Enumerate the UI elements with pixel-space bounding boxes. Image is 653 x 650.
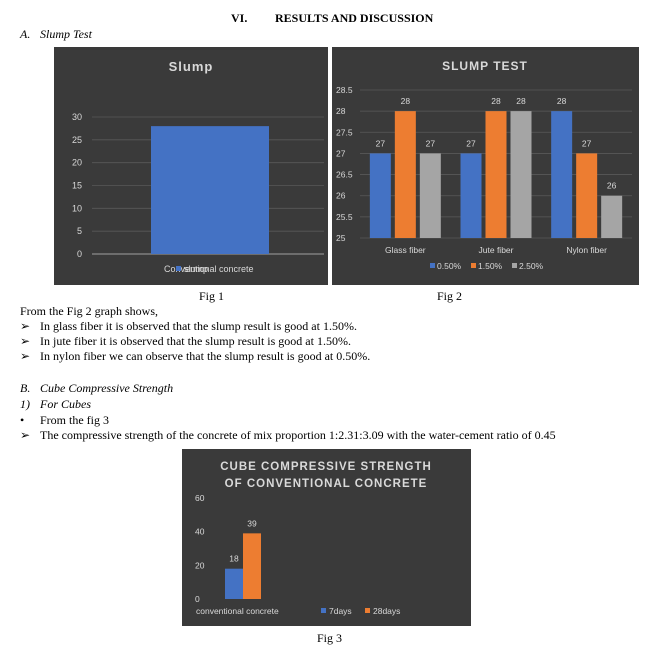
slump-test-chart: SLUMP TEST 25 25.5 26 26.5 27 27.5 28 28.5 27 28 27… bbox=[332, 47, 639, 285]
legend-label: slump bbox=[184, 264, 208, 274]
chart-title-line: CUBE COMPRESSIVE STRENGTH bbox=[220, 461, 432, 473]
fig1-caption: Fig 1 bbox=[199, 289, 225, 303]
x-category-label: Jute fiber bbox=[479, 245, 514, 255]
legend-label: 0.50% bbox=[437, 261, 462, 271]
subsection-b-title: Cube Compressive Strength bbox=[40, 381, 174, 395]
data-label: 39 bbox=[247, 518, 257, 528]
bar bbox=[510, 111, 532, 238]
y-tick-label: 28.5 bbox=[336, 85, 353, 95]
bar bbox=[460, 153, 482, 238]
data-label: 18 bbox=[229, 554, 239, 564]
x-category-label: Nylon fiber bbox=[566, 245, 607, 255]
fig2-caption: Fig 2 bbox=[437, 289, 463, 303]
legend-swatch bbox=[365, 608, 370, 613]
dot-bullet-icon: • bbox=[20, 413, 25, 427]
data-label: 28 bbox=[557, 96, 567, 106]
legend-swatch bbox=[430, 263, 435, 268]
data-label: 28 bbox=[401, 96, 411, 106]
bar bbox=[419, 153, 441, 238]
legend-label: 1.50% bbox=[478, 261, 503, 271]
bar-slump bbox=[151, 126, 269, 254]
x-category-label: conventional concrete bbox=[196, 606, 279, 616]
fig3-caption: Fig 3 bbox=[317, 631, 343, 645]
subsubsection-1-title: For Cubes bbox=[40, 397, 91, 411]
y-tick-label: 15 bbox=[72, 181, 82, 191]
y-tick-label: 28 bbox=[336, 106, 346, 116]
bar bbox=[551, 111, 573, 238]
bar bbox=[485, 111, 507, 238]
bullet-compressive: ➢ The compressive strength of the concret… bbox=[20, 428, 556, 442]
y-tick-label: 20 bbox=[195, 560, 205, 570]
y-tick-label: 25 bbox=[336, 233, 346, 243]
fig2-intro: From the Fig 2 graph shows, bbox=[20, 304, 158, 318]
legend-swatch bbox=[512, 263, 517, 268]
legend-swatch bbox=[321, 608, 326, 613]
data-label: 26 bbox=[607, 181, 617, 191]
data-label: 27 bbox=[376, 138, 386, 148]
y-tick-label: 26.5 bbox=[336, 170, 353, 180]
y-tick-label: 27.5 bbox=[336, 127, 353, 137]
slump-chart: Slump 0 5 10 15 20 25 30 Conventional concrete sl… bbox=[54, 47, 328, 285]
section-number: VI. bbox=[231, 11, 248, 25]
legend-label: 2.50% bbox=[519, 261, 544, 271]
y-tick-label: 0 bbox=[77, 249, 82, 259]
y-tick-label: 30 bbox=[72, 112, 82, 122]
legend-swatch bbox=[176, 266, 181, 271]
slump-test-chart-svg: SLUMP TEST 25 25.5 26 26.5 27 27.5 28 28.5 27 28 27… bbox=[336, 59, 632, 271]
arrow-bullet-icon: ➢ bbox=[20, 349, 31, 363]
data-label: 28 bbox=[491, 96, 501, 106]
subsection-b-label: B. bbox=[20, 381, 31, 395]
y-tick-label: 20 bbox=[72, 158, 82, 168]
bar bbox=[601, 195, 623, 238]
y-tick-label: 60 bbox=[195, 493, 205, 503]
bullet-from-fig3: • From the fig 3 bbox=[20, 413, 109, 427]
y-tick-label: 25.5 bbox=[336, 212, 353, 222]
x-category-label: Glass fiber bbox=[385, 245, 426, 255]
bar bbox=[576, 153, 598, 238]
chart-title: SLUMP TEST bbox=[442, 59, 528, 73]
arrow-bullet-icon: ➢ bbox=[20, 334, 31, 348]
bar bbox=[394, 111, 416, 238]
slump-chart-svg: Slump 0 5 10 15 20 25 30 Conventional concretesl… bbox=[72, 59, 324, 274]
bullet-glass: ➢ In glass fiber it is observed that the … bbox=[20, 319, 357, 333]
cube-strength-chart: CUBE COMPRESSIVE STRENGTH OF CONVENTIONAL… bbox=[182, 449, 471, 626]
arrow-bullet-icon: ➢ bbox=[20, 319, 31, 333]
data-label: 28 bbox=[516, 96, 526, 106]
legend-label: 28days bbox=[373, 606, 400, 616]
bar bbox=[243, 533, 261, 599]
y-tick-label: 40 bbox=[195, 527, 205, 537]
y-tick-label: 5 bbox=[77, 226, 82, 236]
y-tick-label: 27 bbox=[336, 148, 346, 158]
data-label: 27 bbox=[466, 138, 476, 148]
legend-swatch bbox=[471, 263, 476, 268]
section-title: RESULTS AND DISCUSSION bbox=[275, 11, 434, 25]
legend-label: 7days bbox=[329, 606, 352, 616]
chart-title: Slump bbox=[169, 59, 214, 74]
data-label: 27 bbox=[426, 138, 436, 148]
y-tick-label: 26 bbox=[336, 191, 346, 201]
subsection-a-title: Slump Test bbox=[40, 27, 92, 41]
y-tick-label: 0 bbox=[195, 594, 200, 604]
arrow-bullet-icon: ➢ bbox=[20, 428, 31, 442]
bar bbox=[225, 568, 243, 599]
x-category-label: Conventional concrete bbox=[164, 264, 254, 274]
bullet-jute: ➢ In jute fiber it is observed that the s… bbox=[20, 334, 351, 348]
cube-strength-chart-svg: CUBE COMPRESSIVE STRENGTH OF CONVENTIONAL… bbox=[195, 461, 432, 616]
chart-title-line: OF CONVENTIONAL CONCRETE bbox=[225, 478, 428, 490]
subsubsection-1-label: 1) bbox=[20, 397, 30, 411]
y-tick-label: 10 bbox=[72, 203, 82, 213]
y-tick-label: 25 bbox=[72, 135, 82, 145]
bullet-nylon: ➢ In nylon fiber we can observe that the … bbox=[20, 349, 371, 363]
subsection-a-label: A. bbox=[20, 27, 31, 41]
bar bbox=[369, 153, 391, 238]
data-label: 27 bbox=[582, 138, 592, 148]
